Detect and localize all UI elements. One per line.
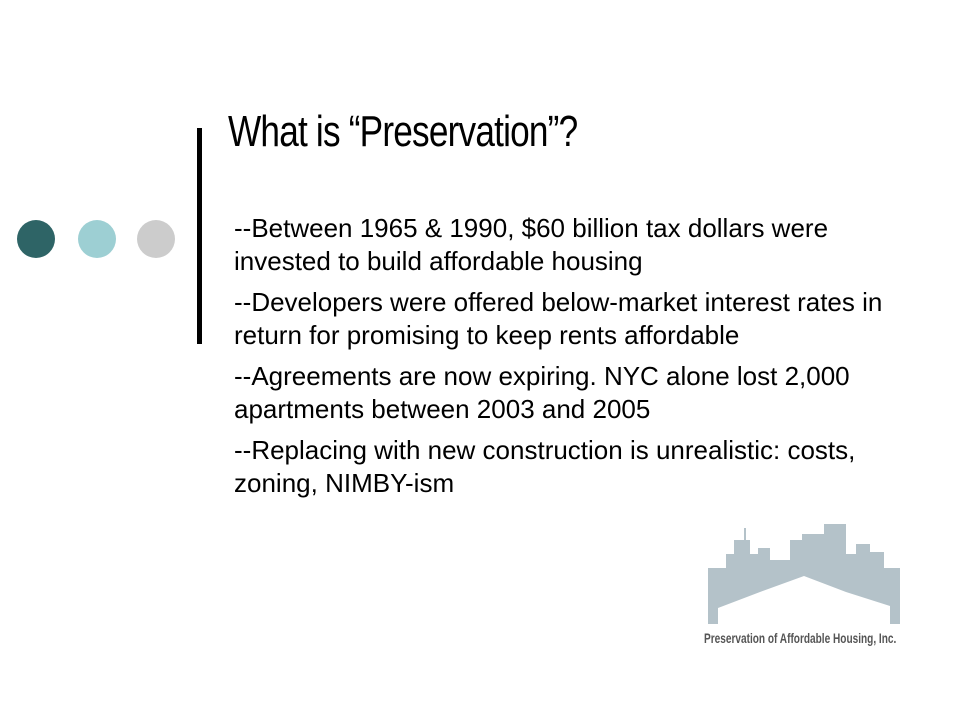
dot-light-teal <box>78 220 116 258</box>
slide-body: --Between 1965 & 1990, $60 billion tax d… <box>234 212 914 508</box>
city-skyline-icon <box>708 524 900 624</box>
bullet-replacing: --Replacing with new construction is unr… <box>234 435 856 498</box>
slide-title: What is “Preservation”? <box>228 107 578 156</box>
dot-dark-teal <box>17 220 55 258</box>
bullet-agreements: --Agreements are now expiring. NYC alone… <box>234 361 850 424</box>
bullet-developers: --Developers were offered below-market i… <box>234 287 883 350</box>
bullet-funding: --Between 1965 & 1990, $60 billion tax d… <box>234 213 829 276</box>
logo-caption: Preservation of Affordable Housing, Inc. <box>704 630 897 646</box>
dot-gray <box>137 220 175 258</box>
title-divider-bar <box>197 128 202 344</box>
organization-logo: Preservation of Affordable Housing, Inc. <box>704 524 914 654</box>
